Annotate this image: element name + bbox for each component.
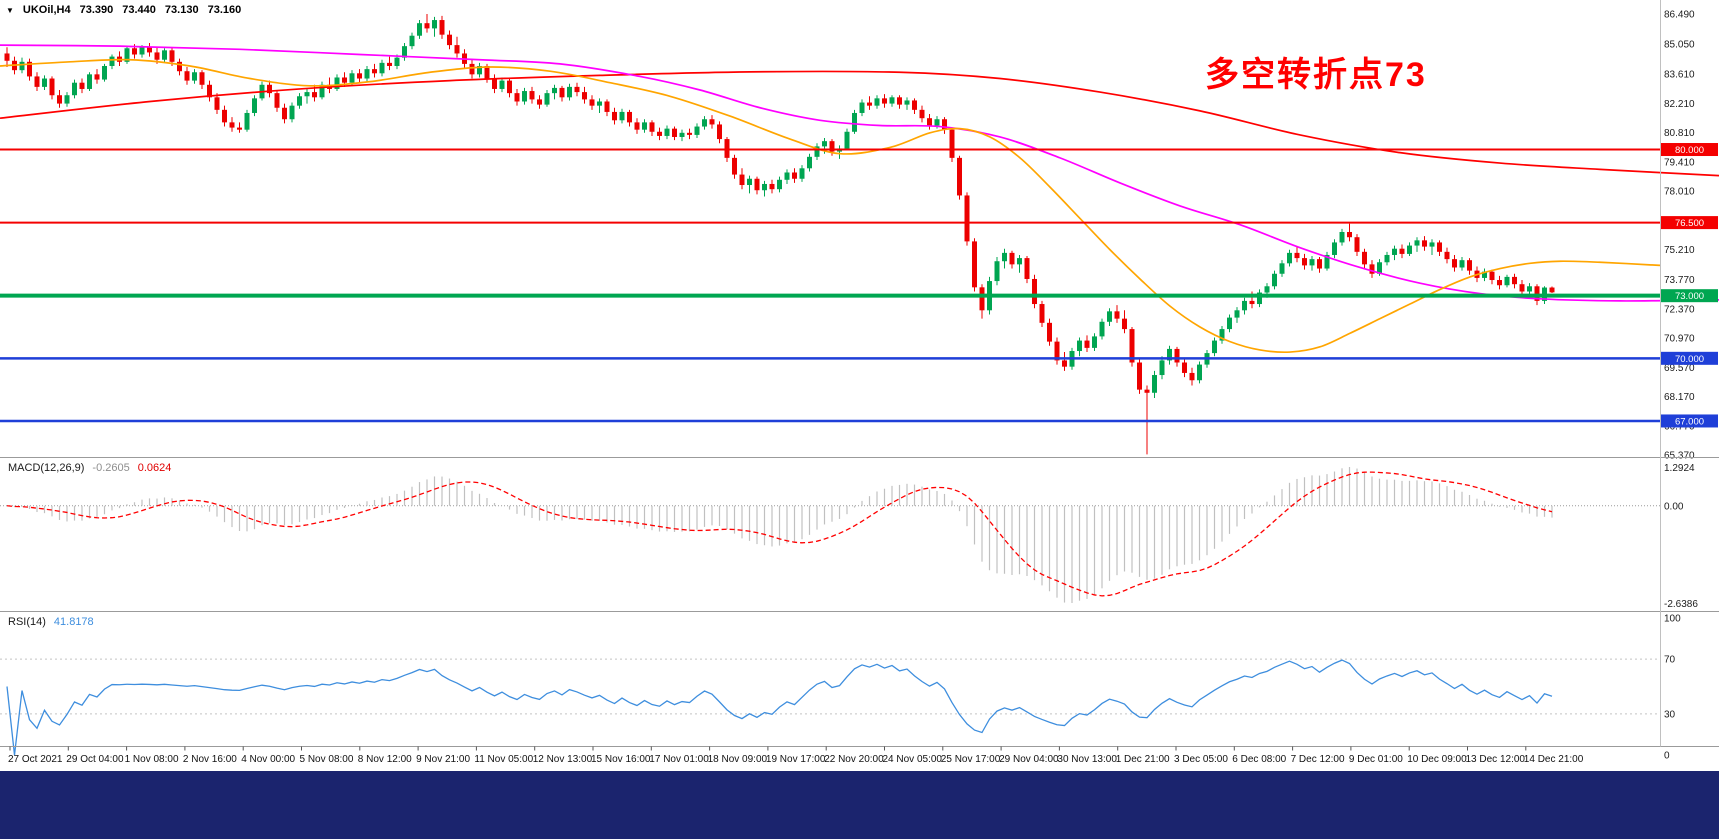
macd-label-row: MACD(12,26,9) -0.2605 0.0624 (8, 462, 171, 474)
time-label: 29 Oct 04:00 (66, 754, 124, 765)
macd-axis-min: -2.6386 (1664, 599, 1698, 610)
moving-averages-layer (0, 44, 1719, 354)
time-label: 8 Nov 12:00 (357, 754, 412, 765)
symbol-info-bar: ▼ UKOil,H4 73.390 73.440 73.130 73.160 (6, 4, 241, 16)
candles-layer (4, 14, 1555, 455)
time-label: 7 Dec 12:00 (1290, 754, 1345, 765)
price-tick-label: 72.370 (1664, 304, 1695, 315)
price-tick-label: 70.970 (1664, 334, 1695, 345)
time-label: 22 Nov 20:00 (824, 754, 884, 765)
close-value: 73.160 (207, 4, 242, 16)
time-label: 11 Nov 05:00 (474, 754, 534, 765)
high-value: 73.440 (122, 4, 156, 16)
rsi-title: RSI(14) (8, 616, 46, 628)
time-label: 2 Nov 16:00 (182, 754, 237, 765)
time-label: 19 Nov 17:00 (765, 754, 826, 765)
price-tick-label: 78.010 (1664, 187, 1695, 198)
price-tick-label: 73.770 (1664, 275, 1695, 286)
time-label: 1 Dec 21:00 (1115, 754, 1170, 765)
time-label: 17 Nov 01:00 (649, 754, 709, 765)
time-label: 15 Nov 16:00 (591, 754, 651, 765)
chrome-layer (0, 0, 1719, 751)
price-level-badge-label: 80.000 (1675, 145, 1704, 156)
price-level-badge-label: 67.000 (1675, 416, 1704, 427)
time-label: 29 Nov 04:00 (999, 754, 1059, 765)
time-label: 27 Oct 2021 (8, 754, 63, 765)
price-level-badge-label: 70.000 (1675, 354, 1704, 365)
rsi-value: 41.8178 (53, 616, 94, 628)
time-label: 10 Dec 09:00 (1407, 754, 1467, 765)
time-label: 30 Nov 13:00 (1057, 754, 1117, 765)
macd-title: MACD(12,26,9) (8, 462, 85, 474)
time-label: 13 Dec 12:00 (1465, 754, 1526, 765)
price-axis-layer: 86.490 85.050 83.610 82.210 80.810 79.410 78.0… (1661, 10, 1718, 462)
rsi-panel: 100 70 30 0 (0, 614, 1681, 761)
macd-main-value: -0.2605 (92, 462, 130, 474)
price-tick-label: 80.810 (1664, 128, 1695, 139)
time-label: 9 Nov 21:00 (416, 754, 471, 765)
macd-panel: 1.2924 0.00 -2.6386 (0, 463, 1698, 610)
rsi-axis-label: 30 (1664, 709, 1676, 720)
rsi-label-row: RSI(14) 41.8178 (8, 616, 94, 628)
price-tick-label: 75.210 (1664, 245, 1695, 256)
price-level-badge (1661, 289, 1718, 303)
low-value: 73.130 (164, 4, 199, 16)
macd-signal-value: 0.0624 (137, 462, 172, 474)
time-axis[interactable]: 27 Oct 2021 29 Oct 04:00 1 Nov 08:00 2 Nov … (0, 747, 1719, 771)
price-tick-label: 65.370 (1664, 451, 1695, 462)
price-level-badge (1661, 143, 1718, 157)
price-tick-label: 69.570 (1664, 363, 1695, 374)
symbol-marker-icon: ▼ (6, 5, 14, 15)
price-level-badge (1661, 216, 1718, 230)
price-tick-label: 79.410 (1664, 157, 1695, 168)
bottom-bar (0, 771, 1719, 839)
price-level-badge-label: 76.500 (1675, 218, 1704, 229)
time-label: 25 Nov 17:00 (940, 754, 1001, 765)
time-label: 5 Nov 08:00 (299, 754, 354, 765)
time-label: 4 Nov 00:00 (241, 754, 296, 765)
symbol-label: UKOil,H4 (22, 4, 71, 16)
price-tick-label: 82.210 (1664, 99, 1695, 110)
open-value: 73.390 (79, 4, 114, 16)
rsi-axis-label: 100 (1664, 614, 1681, 625)
macd-axis-max: 1.2924 (1664, 463, 1695, 474)
time-label: 1 Nov 08:00 (124, 754, 179, 765)
rsi-axis-label: 0 (1664, 751, 1670, 761)
price-level-badge (1661, 351, 1718, 365)
rsi-axis-label: 70 (1664, 655, 1676, 666)
price-tick-label: 68.170 (1664, 392, 1695, 403)
time-label: 24 Nov 05:00 (882, 754, 943, 765)
price-tick-label: 86.490 (1664, 10, 1695, 21)
ma-mid-magenta (0, 44, 1719, 302)
time-label: 18 Nov 09:00 (707, 754, 768, 765)
ma-slow-red (0, 70, 1719, 177)
price-levels-layer (0, 148, 1660, 423)
price-tick-label: 83.610 (1664, 70, 1695, 81)
price-level-badge-label: 73.000 (1675, 291, 1704, 302)
time-label: 3 Dec 05:00 (1174, 754, 1228, 765)
macd-signal-line (6, 471, 1553, 597)
chart-canvas[interactable]: 86.490 85.050 83.610 82.210 80.810 79.410 78.0… (0, 0, 1719, 760)
annotation-text: 多空转折点73 (1205, 56, 1427, 94)
macd-axis-zero: 0.00 (1664, 501, 1684, 512)
rsi-line (6, 659, 1553, 756)
price-tick-label: 85.050 (1664, 40, 1695, 51)
ma-fast-orange (0, 58, 1661, 354)
time-label: 6 Dec 08:00 (1232, 754, 1287, 765)
time-label: 9 Dec 01:00 (1348, 754, 1403, 765)
time-label: 14 Dec 21:00 (1523, 754, 1584, 765)
time-label: 12 Nov 13:00 (532, 754, 593, 765)
price-level-badge (1661, 414, 1718, 428)
